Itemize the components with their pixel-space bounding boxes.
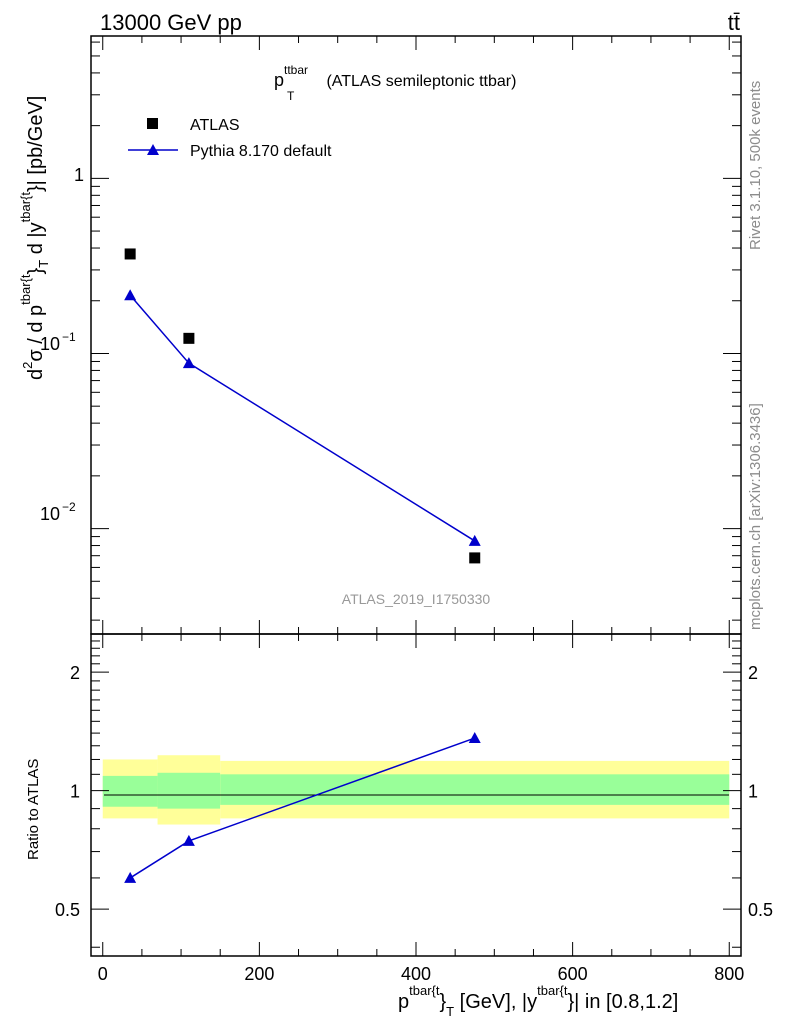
- main-title-sub: T: [287, 89, 295, 103]
- ratio-y-tick-label-right-0: 0.5: [748, 900, 773, 920]
- pythia-line: [129, 294, 476, 542]
- y-tick-label-1: 1: [74, 165, 84, 185]
- pythia-point-0: [124, 289, 137, 301]
- ylabel-sub-1: T: [36, 260, 51, 268]
- ylabel-part-3: }: [25, 267, 47, 274]
- legend-marker-atlas: [147, 118, 158, 129]
- ratio-frame: [90, 633, 742, 957]
- xlabel-part-2: }: [439, 991, 446, 1013]
- xlabel-sup-1: tbar{t: [409, 983, 440, 998]
- ratio-panel: 0 200 400 600 800 0.5 0.5 1 1 2 2 Ratio to ATLAS p…: [25, 633, 773, 1019]
- y-tick-0p1-base: 10: [40, 334, 60, 354]
- x-tick-label-800: 800: [714, 964, 744, 984]
- ylabel-sup-2: tbar{t: [18, 274, 33, 305]
- y-tick-0p01-exp: −2: [62, 500, 76, 514]
- main-title-base: p: [274, 70, 284, 90]
- ratio-tick-labels: 0 200 400 600 800 0.5 0.5 1 1 2 2: [55, 663, 773, 984]
- y-tick-label-0p01: 10 −2: [40, 500, 76, 524]
- ylabel-part-4: d |y: [25, 222, 47, 259]
- ratio-pythia-point-1: [182, 834, 195, 846]
- energy-label: 13000 GeV pp: [100, 10, 242, 35]
- ratio-y-tick-label-left-2: 2: [70, 663, 80, 683]
- main-data-marks: [124, 248, 481, 564]
- rivet-label: Rivet 3.1.10, 500k events: [747, 81, 764, 250]
- legend-marker-pythia: [147, 144, 159, 155]
- xlabel-part-1: p: [398, 991, 409, 1013]
- x-tick-label-400: 400: [401, 964, 431, 984]
- ylabel-sup-3: tbar{t: [18, 192, 33, 223]
- xlabel-part-3: [GeV], |y: [454, 991, 537, 1013]
- main-title-rest: (ATLAS semileptonic ttbar): [322, 73, 516, 90]
- ratio-uncertainty-bands: [102, 755, 730, 825]
- x-axis-label: ptbar{t}T [GeV], |ytbar{t}| in [0.8,1.2]: [398, 983, 678, 1019]
- atlas-point-0: [124, 248, 136, 260]
- ratio-y-axis-label: Ratio to ATLAS: [25, 759, 42, 860]
- ratio-y-tick-label-left-1: 1: [70, 782, 80, 802]
- ratio-data-marks: [124, 732, 481, 883]
- xlabel-part-4: }| in [0.8,1.2]: [567, 991, 678, 1013]
- y-tick-1-base: 1: [74, 165, 84, 185]
- main-y-tick-labels: 1 10 −1 10 −2: [40, 165, 84, 524]
- x-tick-label-600: 600: [558, 964, 588, 984]
- ratio-pythia-point-0: [124, 871, 137, 883]
- xlabel-sub-1: T: [446, 1004, 454, 1019]
- main-title-sup: ttbar: [284, 63, 308, 77]
- analysis-watermark: ATLAS_2019_I1750330: [342, 591, 491, 607]
- y-tick-0p1-exp: −1: [62, 330, 76, 344]
- ylabel-part-5: }| [pb/GeV]: [25, 96, 47, 192]
- ylabel-part-1: d: [25, 369, 47, 380]
- ylabel-part-2: σ / d p: [25, 305, 47, 362]
- atlas-point-1: [183, 332, 195, 344]
- mcplots-label: mcplots.cern.ch [arXiv:1306.3436]: [747, 403, 764, 630]
- x-tick-label-0: 0: [98, 964, 108, 984]
- main-title: pttbar T (ATLAS semileptonic ttbar): [274, 63, 516, 103]
- atlas-point-2: [469, 552, 481, 564]
- main-panel: pttbar T (ATLAS semileptonic ttbar) d2σ /…: [18, 35, 742, 635]
- pythia-point-2: [468, 534, 481, 546]
- legend: ATLAS Pythia 8.170 default: [128, 117, 332, 160]
- main-y-axis-label: d2σ / d ptbar{t}T d |ytbar{t}| [pb/GeV]: [18, 96, 51, 380]
- ratio-y-tick-label-right-2: 2: [748, 663, 758, 683]
- main-axis-ticks: [91, 36, 741, 634]
- ratio-y-tick-label-left-0: 0.5: [55, 900, 80, 920]
- ratio-y-tick-label-right-1: 1: [748, 782, 758, 802]
- legend-label-pythia: Pythia 8.170 default: [190, 143, 332, 160]
- pythia-point-1: [182, 357, 195, 369]
- ratio-band-inner-0: [102, 775, 158, 807]
- ratio-pythia-point-2: [468, 732, 481, 744]
- process-label: tt̄: [728, 10, 740, 35]
- x-tick-label-200: 200: [244, 964, 274, 984]
- ratio-band-inner-1: [157, 772, 221, 809]
- y-tick-label-0p1: 10 −1: [40, 330, 76, 354]
- ratio-band-inner-2: [220, 774, 730, 805]
- ylabel-sup-1: 2: [20, 362, 35, 369]
- xlabel-sup-2: tbar{t: [537, 983, 568, 998]
- y-tick-0p01-base: 10: [40, 504, 60, 524]
- legend-label-atlas: ATLAS: [190, 117, 240, 134]
